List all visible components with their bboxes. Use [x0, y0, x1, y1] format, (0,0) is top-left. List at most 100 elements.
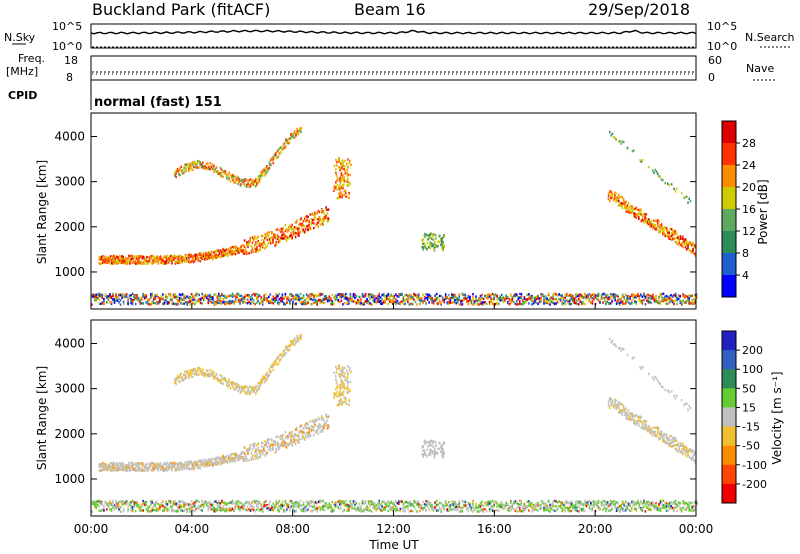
velocity-cell — [139, 509, 141, 512]
velocity-cell — [277, 502, 279, 505]
power-cell — [439, 239, 442, 242]
power-cell — [544, 295, 547, 298]
velocity-cell — [472, 500, 474, 503]
power-cell — [649, 297, 651, 300]
power-cell — [457, 298, 459, 301]
power-cell — [204, 293, 206, 296]
power-cell — [266, 238, 268, 242]
power-cell — [290, 225, 292, 229]
power-cell — [348, 299, 350, 303]
velocity-cell — [369, 500, 371, 503]
velocity-cell — [106, 465, 109, 468]
velocity-cell — [236, 501, 238, 504]
power-cell — [207, 299, 210, 303]
power-cell — [240, 246, 242, 249]
velocity-cell — [511, 504, 514, 508]
power-cell — [134, 294, 137, 297]
power-cell — [278, 298, 281, 301]
power-cell — [234, 246, 237, 250]
velocity-cell — [260, 503, 262, 506]
power-cell — [216, 299, 219, 303]
power-cell — [301, 300, 303, 304]
power-cell — [440, 243, 442, 247]
velocity-cell — [494, 510, 497, 513]
power-cell — [240, 294, 243, 297]
velocity-cell — [431, 508, 433, 511]
velocity-cell — [202, 505, 205, 509]
power-cell — [670, 299, 672, 302]
power-cell — [629, 210, 631, 213]
velocity-cell — [506, 508, 509, 512]
power-cell — [373, 300, 376, 303]
power-cell — [302, 219, 305, 223]
velocity-cell — [575, 506, 577, 509]
velocity-cell — [148, 510, 151, 513]
power-cell — [190, 297, 193, 300]
colorbar-segment — [722, 165, 736, 188]
velocity-cell — [333, 509, 335, 512]
power-cell — [270, 164, 272, 167]
power-cell — [109, 301, 111, 304]
power-cell — [272, 238, 274, 242]
power-cell — [184, 301, 187, 304]
velocity-cell — [290, 500, 293, 503]
velocity-cell — [190, 504, 193, 507]
power-cell — [252, 239, 255, 242]
velocity-cell — [269, 508, 272, 512]
power-cell — [91, 303, 93, 306]
power-cell — [102, 261, 104, 264]
power-cell — [243, 178, 246, 181]
velocity-cell — [115, 469, 118, 472]
power-cell — [674, 294, 677, 297]
velocity-cell — [556, 501, 559, 504]
velocity-cell — [677, 501, 680, 504]
power-cell — [619, 139, 621, 143]
power-cell — [673, 237, 675, 240]
velocity-cell — [372, 506, 374, 509]
power-cell — [272, 302, 275, 305]
power-cell — [291, 236, 293, 239]
velocity-cell — [165, 500, 167, 504]
power-cell — [142, 262, 145, 265]
power-cell — [558, 293, 560, 296]
power-cell — [105, 256, 107, 259]
power-cell — [455, 296, 458, 299]
velocity-cell — [171, 510, 173, 513]
power-cell — [248, 240, 250, 243]
power-cell — [606, 300, 609, 303]
power-cell — [278, 239, 281, 242]
power-cell — [326, 212, 329, 215]
velocity-cell — [653, 505, 656, 508]
power-cell — [621, 295, 624, 298]
velocity-cell — [269, 507, 272, 510]
power-cell — [411, 303, 414, 306]
power-cell — [591, 293, 594, 297]
velocity-cell — [339, 503, 341, 506]
power-cell — [271, 301, 273, 305]
power-cell — [431, 301, 433, 304]
power-cell — [277, 155, 280, 158]
velocity-cell — [429, 501, 432, 505]
power-cell — [431, 244, 433, 248]
velocity-cell — [212, 508, 214, 511]
velocity-cell — [567, 501, 569, 505]
power-cell — [425, 293, 427, 296]
power-cell — [192, 257, 195, 260]
power-cell — [349, 294, 352, 298]
power-cell — [216, 250, 219, 253]
nsearch-label: N.Search — [745, 31, 795, 44]
velocity-cell — [685, 508, 687, 511]
velocity-cell — [119, 510, 122, 513]
power-cell — [162, 302, 164, 305]
freq-label-2: [MHz] — [6, 65, 38, 78]
velocity-cell — [655, 501, 657, 505]
power-cell — [342, 162, 344, 165]
power-cell — [680, 303, 683, 306]
velocity-cell — [466, 504, 468, 507]
power-cell — [631, 208, 634, 211]
power-cell — [482, 301, 485, 304]
velocity-cell — [316, 507, 318, 510]
velocity-cell — [171, 508, 173, 511]
power-cell — [641, 219, 644, 222]
velocity-cell — [488, 500, 491, 503]
